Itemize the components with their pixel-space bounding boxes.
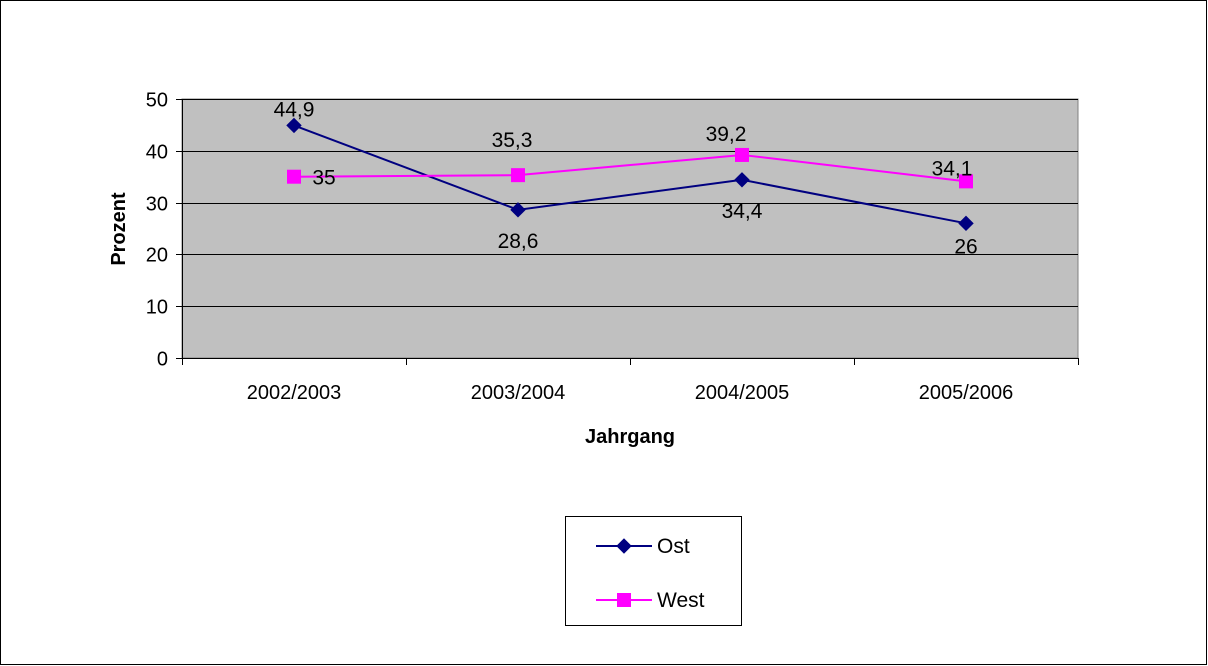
y-tick-label: 30 bbox=[146, 194, 168, 216]
data-point bbox=[959, 174, 973, 189]
y-tick-label: 10 bbox=[146, 297, 168, 319]
series-line bbox=[293, 124, 967, 225]
data-point bbox=[511, 168, 525, 183]
legend-label: West bbox=[657, 589, 705, 612]
data-label: 28,6 bbox=[498, 230, 539, 253]
legend-marker bbox=[616, 538, 632, 554]
legend-label: Ost bbox=[657, 535, 690, 558]
x-tick-label: 2002/2003 bbox=[247, 382, 342, 404]
y-axis-ticks: 0 10 20 30 40 50 bbox=[146, 90, 182, 371]
x-tick-label: 2003/2004 bbox=[471, 382, 566, 404]
data-label: 39,2 bbox=[706, 123, 747, 146]
y-tick-label: 50 bbox=[146, 90, 168, 112]
data-labels: 44,9 28,6 34,4 26 35 35,3 39,2 34,1 bbox=[274, 98, 978, 258]
y-tick-label: 40 bbox=[146, 142, 168, 164]
data-label: 35,3 bbox=[492, 129, 533, 152]
data-point bbox=[287, 169, 301, 184]
legend-entry-ost: Ost bbox=[596, 535, 690, 558]
series-line bbox=[293, 153, 967, 183]
legend-items: Ost West bbox=[596, 535, 705, 612]
legend-entry-west: West bbox=[596, 589, 705, 612]
data-point bbox=[286, 117, 302, 134]
gridlines bbox=[182, 99, 1078, 307]
series-west bbox=[287, 147, 973, 189]
x-axis-title: Jahrgang bbox=[585, 426, 675, 448]
data-label: 35 bbox=[312, 167, 335, 190]
legend: Ost West bbox=[565, 516, 742, 626]
x-axis-ticks: 2002/2003 2003/2004 2004/2005 2005/2006 bbox=[182, 358, 1079, 404]
data-label: 34,1 bbox=[932, 157, 973, 180]
y-axis-title: Prozent bbox=[108, 192, 130, 266]
x-tick-label: 2005/2006 bbox=[919, 382, 1014, 404]
data-point bbox=[510, 202, 526, 218]
data-point bbox=[958, 215, 974, 232]
data-label: 26 bbox=[954, 235, 977, 258]
plot-area bbox=[181, 98, 1079, 359]
data-point bbox=[735, 147, 749, 162]
legend-marker bbox=[617, 593, 631, 607]
data-label: 44,9 bbox=[274, 98, 315, 121]
y-tick-label: 0 bbox=[157, 349, 168, 371]
x-tick-label: 2004/2005 bbox=[695, 382, 790, 404]
legend-box bbox=[565, 516, 742, 626]
y-tick-label: 20 bbox=[146, 245, 168, 267]
data-label: 34,4 bbox=[722, 200, 763, 223]
series-ost bbox=[286, 117, 974, 232]
data-point bbox=[734, 172, 750, 188]
series-layer bbox=[286, 117, 974, 232]
